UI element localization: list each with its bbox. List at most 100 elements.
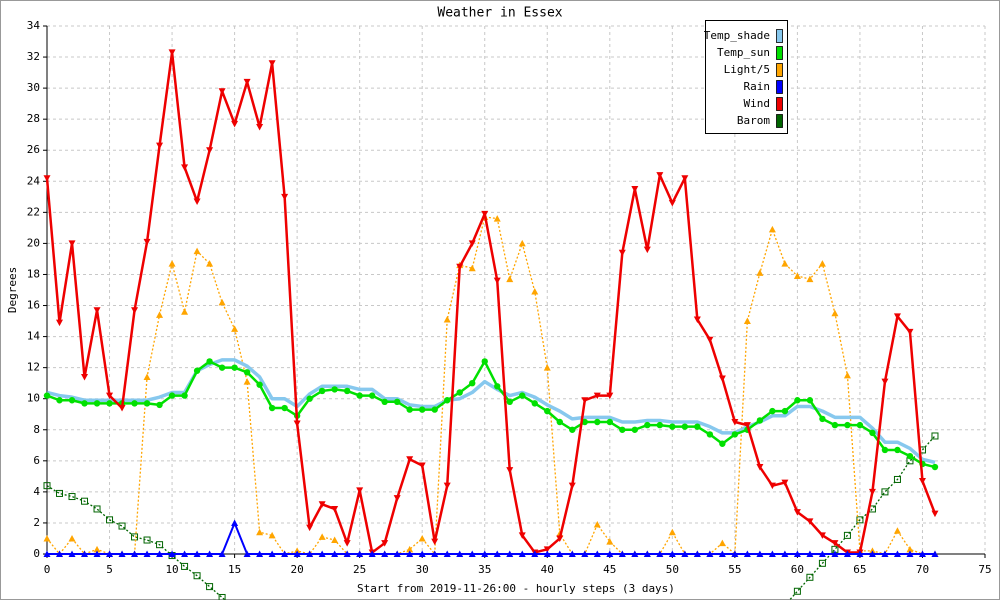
point (556, 418, 563, 426)
point (106, 516, 114, 524)
point (706, 431, 714, 438)
point (593, 550, 601, 557)
point (218, 550, 226, 557)
point (918, 550, 926, 557)
point (606, 550, 614, 557)
point (181, 164, 189, 171)
point (443, 316, 451, 323)
point (531, 288, 539, 295)
point (793, 550, 801, 557)
point (768, 482, 776, 490)
point (769, 407, 776, 415)
point (581, 550, 589, 557)
point (656, 172, 664, 179)
point (168, 49, 176, 56)
legend-swatch (776, 80, 783, 94)
x-tick-label: 70 (916, 563, 929, 576)
point (43, 482, 51, 490)
point (456, 263, 464, 271)
point (556, 550, 564, 557)
point (306, 395, 313, 402)
point (156, 311, 164, 318)
point (718, 550, 726, 557)
point (343, 550, 351, 557)
point (781, 479, 789, 487)
point (256, 528, 264, 536)
point (568, 482, 576, 490)
point (331, 536, 339, 544)
point (793, 272, 801, 280)
point (381, 398, 388, 406)
legend-label: Light/5 (724, 63, 770, 76)
point (906, 545, 914, 553)
y-tick-label: 28 (27, 112, 40, 125)
point (631, 550, 639, 557)
y-tick-label: 0 (33, 547, 40, 560)
point (131, 533, 139, 541)
point (506, 550, 514, 557)
y-tick-label: 34 (27, 19, 41, 32)
legend-swatch (776, 46, 783, 60)
point (206, 583, 214, 591)
point (93, 505, 101, 513)
legend-swatch (776, 114, 783, 128)
x-tick-label: 25 (353, 563, 366, 576)
point (218, 364, 226, 371)
point (243, 550, 251, 557)
point (118, 522, 126, 530)
point (843, 550, 851, 557)
legend: Temp_shade Temp_sun Light/5 Rain Wind Barom (704, 20, 788, 134)
point (831, 540, 839, 547)
point (356, 487, 364, 494)
point (731, 431, 739, 438)
point (343, 540, 351, 547)
point (206, 260, 214, 267)
x-tick-label: 60 (791, 563, 804, 576)
point (418, 550, 426, 557)
point (381, 540, 389, 547)
point (743, 550, 751, 557)
point (418, 462, 426, 469)
point (856, 516, 864, 524)
legend-label: Temp_shade (704, 29, 770, 42)
point (856, 421, 864, 429)
point (531, 550, 539, 557)
point (718, 539, 726, 547)
point (494, 383, 501, 390)
point (719, 440, 726, 447)
point (81, 373, 89, 381)
point (543, 364, 551, 371)
point (731, 550, 739, 557)
point (681, 550, 689, 557)
point (506, 467, 514, 474)
point (193, 247, 201, 255)
point (781, 550, 789, 557)
point (868, 550, 876, 557)
point (206, 550, 214, 557)
point (756, 269, 764, 276)
point (268, 531, 276, 539)
point (568, 550, 576, 557)
point (131, 550, 139, 557)
point (81, 550, 89, 557)
series-line (45, 51, 937, 554)
point (218, 593, 226, 600)
point (443, 550, 451, 557)
point (68, 493, 76, 501)
point (468, 240, 476, 247)
legend-label: Temp_sun (717, 46, 770, 59)
point (694, 423, 701, 430)
point (781, 407, 789, 415)
point (406, 550, 414, 557)
point (156, 550, 164, 557)
point (218, 298, 226, 306)
point (656, 421, 664, 429)
point (268, 404, 276, 412)
series-line (47, 521, 935, 555)
point (781, 260, 789, 267)
point (306, 550, 314, 557)
y-tick-label: 20 (27, 236, 40, 249)
point (68, 534, 76, 542)
